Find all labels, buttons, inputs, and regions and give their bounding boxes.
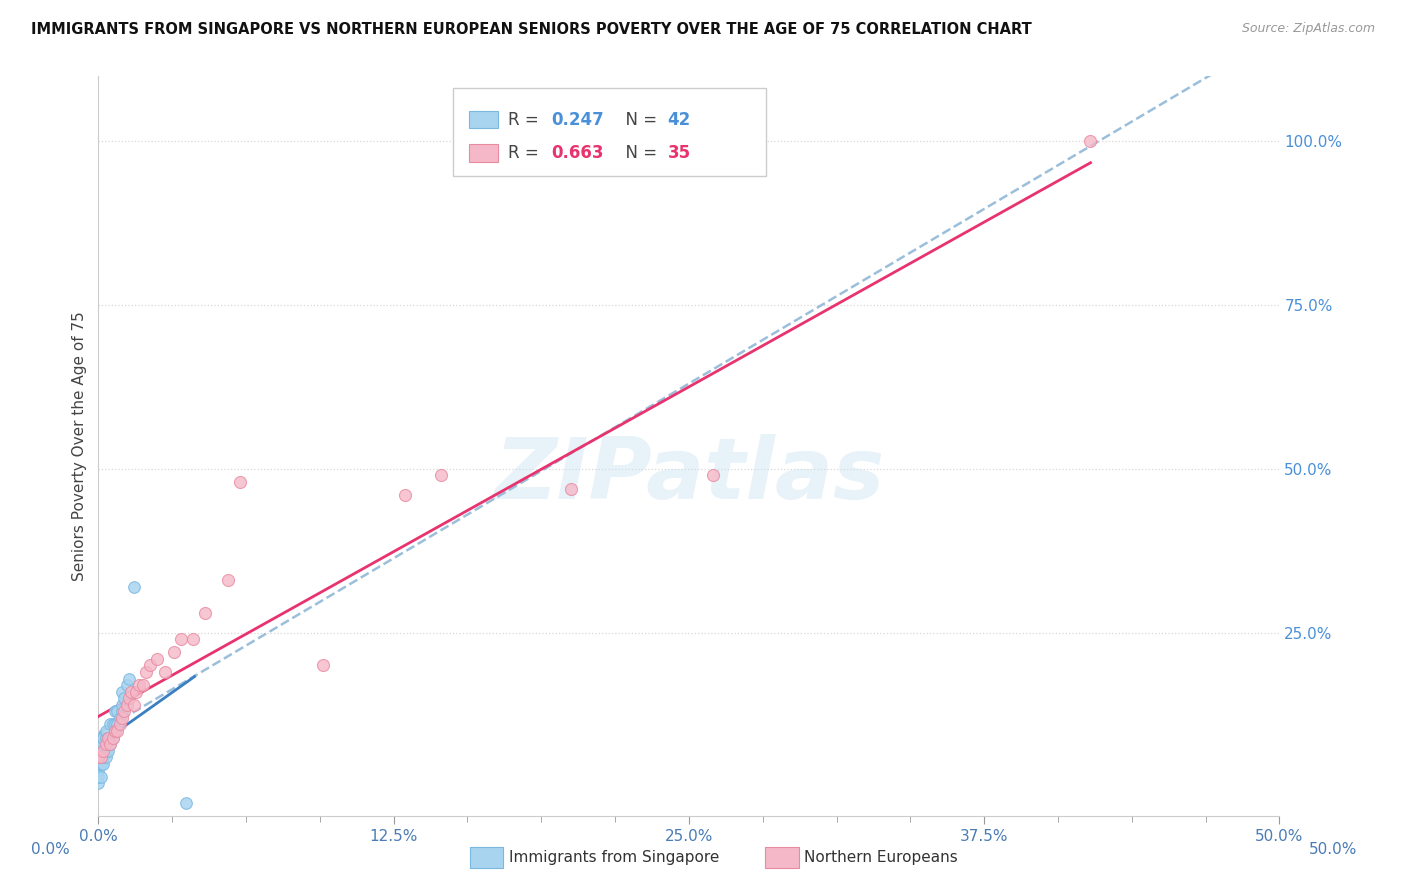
Text: 0.247: 0.247 — [551, 111, 603, 128]
Point — [94, 731, 117, 745]
Point — [101, 731, 124, 745]
Point — [91, 750, 114, 764]
Point — [104, 724, 127, 739]
Point — [108, 717, 131, 731]
Y-axis label: Seniors Poverty Over the Age of 75: Seniors Poverty Over the Age of 75 — [72, 311, 87, 581]
Point — [560, 482, 582, 496]
Point — [118, 672, 141, 686]
Point — [217, 574, 239, 588]
Point — [181, 632, 204, 647]
Point — [94, 744, 117, 758]
Text: 0.663: 0.663 — [551, 144, 603, 161]
Point — [108, 711, 131, 725]
Point — [97, 731, 120, 745]
Point — [90, 750, 112, 764]
Point — [104, 717, 127, 731]
Text: ZIPatlas: ZIPatlas — [494, 434, 884, 517]
Point — [97, 731, 120, 745]
FancyBboxPatch shape — [470, 144, 498, 161]
Point — [105, 704, 128, 718]
Point — [90, 744, 112, 758]
Point — [111, 698, 134, 712]
Text: N =: N = — [614, 111, 662, 128]
Point — [87, 776, 110, 790]
Point — [104, 724, 127, 739]
Point — [87, 750, 110, 764]
Point — [115, 678, 138, 692]
Point — [90, 737, 112, 751]
Text: Source: ZipAtlas.com: Source: ZipAtlas.com — [1241, 22, 1375, 36]
Point — [98, 737, 121, 751]
Point — [163, 645, 186, 659]
Text: R =: R = — [508, 111, 544, 128]
Point — [94, 750, 117, 764]
Point — [91, 744, 114, 758]
Point — [90, 750, 112, 764]
Text: IMMIGRANTS FROM SINGAPORE VS NORTHERN EUROPEAN SENIORS POVERTY OVER THE AGE OF 7: IMMIGRANTS FROM SINGAPORE VS NORTHERN EU… — [31, 22, 1032, 37]
Point — [115, 698, 138, 712]
Point — [97, 744, 120, 758]
Point — [98, 731, 121, 745]
Point — [111, 704, 134, 718]
Point — [91, 756, 114, 771]
Point — [91, 737, 114, 751]
Point — [112, 691, 135, 706]
Text: 35: 35 — [668, 144, 690, 161]
Text: 50.0%: 50.0% — [1309, 842, 1357, 856]
Point — [122, 580, 145, 594]
Point — [101, 717, 124, 731]
Point — [146, 652, 169, 666]
Point — [121, 684, 143, 698]
Point — [91, 744, 114, 758]
Point — [135, 665, 157, 679]
FancyBboxPatch shape — [470, 111, 498, 128]
Point — [87, 770, 110, 784]
FancyBboxPatch shape — [453, 88, 766, 176]
Point — [153, 665, 176, 679]
Point — [90, 756, 112, 771]
Point — [312, 658, 335, 673]
Point — [139, 658, 162, 673]
Text: Immigrants from Singapore: Immigrants from Singapore — [509, 850, 720, 864]
Text: Northern Europeans: Northern Europeans — [804, 850, 957, 864]
Point — [90, 731, 112, 745]
Point — [118, 691, 141, 706]
Point — [104, 704, 127, 718]
Point — [111, 711, 134, 725]
Text: N =: N = — [614, 144, 662, 161]
Point — [394, 488, 416, 502]
Point — [132, 678, 155, 692]
Point — [1080, 134, 1102, 148]
Point — [87, 744, 110, 758]
Point — [98, 717, 121, 731]
Point — [87, 764, 110, 778]
Point — [91, 731, 114, 745]
Text: R =: R = — [508, 144, 544, 161]
Point — [170, 632, 193, 647]
Point — [111, 684, 134, 698]
Point — [94, 737, 117, 751]
Point — [112, 704, 135, 718]
Point — [87, 750, 110, 764]
Point — [94, 724, 117, 739]
Point — [702, 468, 724, 483]
Point — [174, 796, 197, 810]
Point — [128, 678, 150, 692]
Text: 0.0%: 0.0% — [31, 842, 70, 856]
Point — [105, 724, 128, 739]
Point — [125, 684, 148, 698]
Point — [101, 731, 124, 745]
Point — [105, 717, 128, 731]
Point — [90, 770, 112, 784]
Point — [229, 475, 252, 489]
Point — [98, 737, 121, 751]
Point — [430, 468, 453, 483]
Text: 42: 42 — [668, 111, 690, 128]
Point — [194, 606, 217, 620]
Point — [122, 698, 145, 712]
Point — [87, 756, 110, 771]
